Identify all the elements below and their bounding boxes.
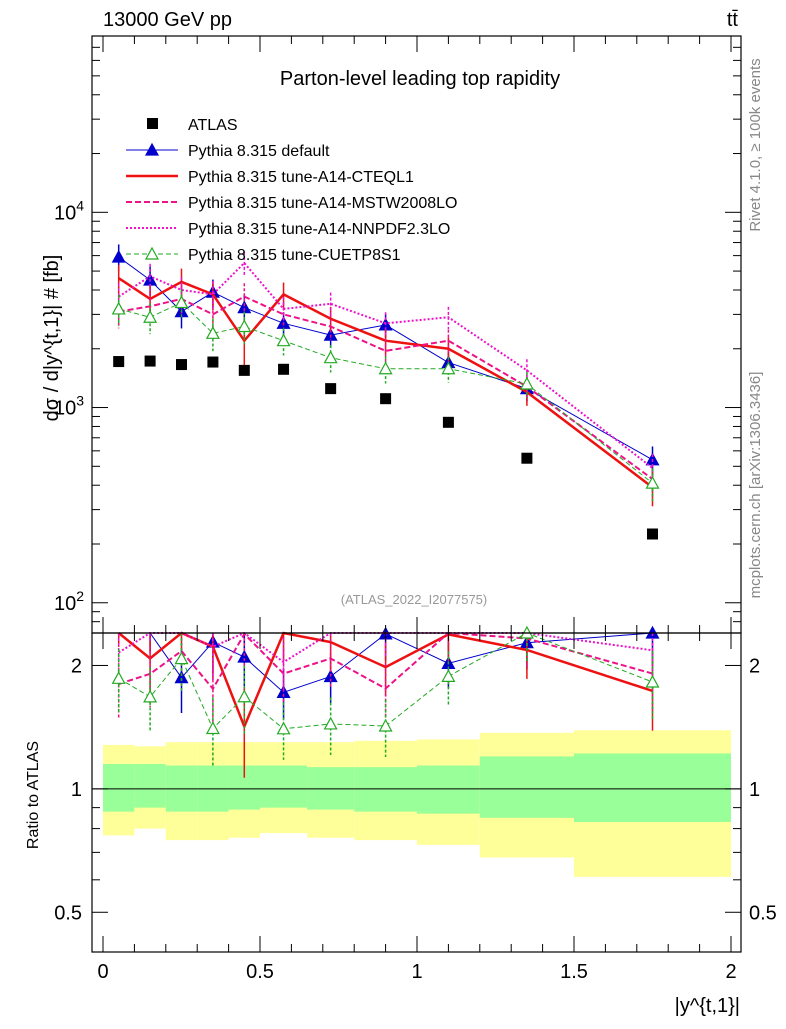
ratio-tick-label-right: 2 (749, 655, 760, 677)
series-4 (111, 289, 660, 501)
ratio-tick-label-left: 1 (71, 779, 82, 801)
ratio-marker (111, 671, 126, 684)
legend-item: Pythia 8.315 tune-A14-NNPDF2.3LO (126, 221, 450, 238)
band-inner (103, 763, 135, 812)
x-tick-label: 0.5 (246, 961, 274, 983)
x-tick-label: 1 (411, 961, 422, 983)
atlas-point (278, 363, 290, 375)
x-tick-label: 1.5 (560, 961, 588, 983)
atlas-point (521, 452, 533, 464)
legend-marker (144, 142, 160, 156)
legend-label: Pythia 8.315 tune-CUETP8S1 (188, 247, 401, 264)
legend-atlas-marker (147, 118, 158, 129)
atlas-point (380, 393, 392, 405)
legend-label: Pythia 8.315 tune-A14-NNPDF2.3LO (188, 221, 450, 238)
series-line (118, 295, 654, 480)
mcplots-label: mcplots.cern.ch [arXiv:1306.3436] (747, 372, 764, 599)
analysis-id: (ATLAS_2022_I2077575) (341, 592, 487, 607)
atlas-point (176, 359, 187, 371)
series-marker (276, 333, 291, 347)
legend-label: Pythia 8.315 default (188, 143, 330, 160)
series-marker (237, 319, 252, 333)
series-marker (323, 350, 338, 364)
legend-item: Pythia 8.315 default (126, 142, 330, 160)
legend-label: Pythia 8.315 tune-A14-MSTW2008LO (188, 195, 457, 212)
atlas-point (113, 356, 125, 368)
rivet-label: Rivet 4.1.0, ≥ 100k events (747, 58, 764, 231)
ratio-marker (237, 689, 252, 703)
ratio-marker (378, 718, 393, 732)
atlas-point (207, 356, 219, 368)
process-label: tt̄ (727, 9, 739, 31)
ratio-tick-label-right: 1 (749, 779, 760, 801)
energy-label: 13000 GeV pp (103, 9, 232, 31)
ratio-marker (323, 716, 338, 730)
series-marker (111, 249, 126, 263)
ratio-series-4 (111, 625, 660, 767)
atlas-point (144, 355, 156, 367)
band-inner (307, 767, 355, 810)
series-marker (174, 295, 189, 309)
series-marker (205, 326, 220, 339)
ratio-marker (645, 674, 660, 688)
ratio-marker (276, 685, 291, 698)
ratio-tick-label-right: 0.5 (749, 902, 777, 924)
series-marker (441, 361, 456, 375)
y-tick-label: 103 (54, 393, 84, 420)
ratio-marker (276, 721, 291, 735)
ratio-bands (103, 730, 731, 877)
ratio-y-axis-label: Ratio to ATLAS (25, 741, 42, 849)
x-tick-label: 0 (97, 961, 108, 983)
y-tick-label: 102 (54, 588, 84, 615)
y-tick-label: 104 (54, 197, 84, 224)
ratio-tick-label-left: 2 (71, 655, 82, 677)
band-inner (134, 763, 166, 808)
ratio-tick-label-left: 0.5 (54, 902, 82, 924)
x-axis-label: |y^{t,1}| (675, 995, 740, 1017)
ratio-marker (205, 721, 220, 735)
y-axis-label: dσ / d|y^{t,1}| # [fb] (41, 255, 63, 422)
atlas-point (442, 416, 454, 428)
series-marker (143, 310, 158, 323)
band-inner (574, 753, 731, 823)
atlas-point (325, 383, 337, 395)
band-inner (260, 765, 308, 808)
ratio-marker (174, 670, 189, 684)
axis-ticks: 102 103 104 0 0.5 1 1.5 2 0.5 0.5 1 1 2 2 (54, 35, 777, 983)
atlas-point (238, 364, 250, 376)
x-tick-label: 2 (725, 961, 736, 983)
legend: ATLAS Pythia 8.315 default Pythia 8.315 tu… (126, 117, 457, 264)
series-layer (111, 244, 660, 540)
legend-item: Pythia 8.315 tune-A14-MSTW2008LO (126, 195, 457, 212)
legend-item: Pythia 8.315 tune-A14-CTEQL1 (126, 169, 414, 186)
legend-item: Pythia 8.315 tune-CUETP8S1 (126, 246, 401, 264)
chart-title: Parton-level leading top rapidity (280, 68, 560, 90)
legend-item: ATLAS (147, 117, 238, 134)
ratio-marker (174, 651, 189, 665)
legend-label: ATLAS (188, 117, 238, 134)
atlas-point (647, 528, 658, 540)
series-marker (111, 301, 126, 315)
band-inner (479, 756, 574, 818)
band-inner (417, 765, 480, 814)
legend-label: Pythia 8.315 tune-A14-CTEQL1 (188, 169, 414, 186)
series-marker (645, 475, 660, 489)
series-marker (519, 376, 534, 390)
ratio-marker (441, 669, 456, 682)
ratio-marker (237, 649, 252, 663)
legend-marker (144, 246, 160, 260)
ratio-marker (143, 689, 158, 703)
series-marker (378, 361, 393, 375)
